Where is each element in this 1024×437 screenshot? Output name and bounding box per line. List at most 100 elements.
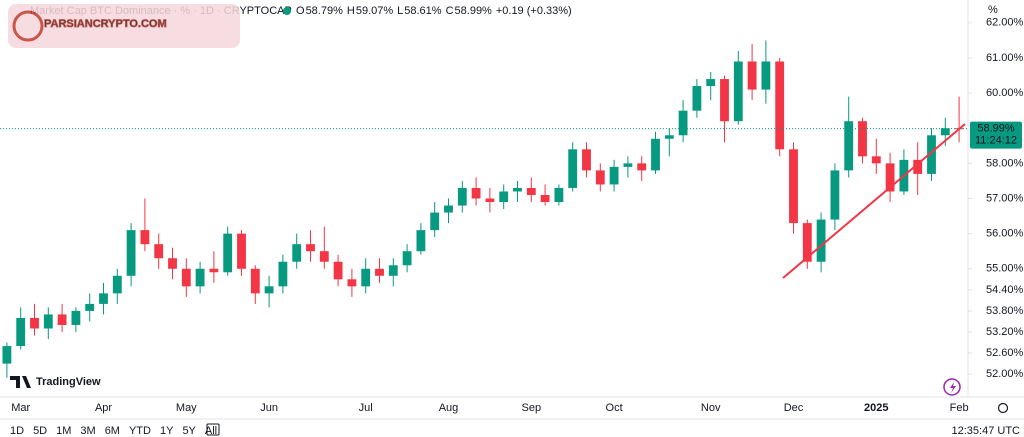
candle-body (554, 187, 564, 203)
candle-body (471, 187, 481, 199)
candle-body (85, 303, 95, 311)
candle-body (871, 156, 881, 164)
countdown: 11:24:12 (975, 134, 1017, 146)
candle-body (388, 265, 398, 276)
y-tick-label: 54.40% (986, 284, 1024, 296)
settings-icon[interactable] (997, 402, 1009, 414)
ohlc-key: L (397, 5, 403, 17)
candle-body (651, 138, 660, 171)
candle-body (747, 61, 757, 90)
x-tick-label: Jun (260, 402, 278, 414)
candle-body (333, 261, 343, 280)
candle-body (57, 314, 67, 325)
y-tick-label: 55.00% (986, 263, 1024, 275)
range-button[interactable]: 1D (10, 425, 24, 437)
range-button[interactable]: 1Y (160, 425, 174, 437)
candle-body (30, 317, 39, 329)
candle-body (209, 268, 219, 273)
last-price-label: 58.99% (977, 122, 1015, 134)
candle-body (609, 166, 619, 185)
brand-name: TradingView (36, 376, 101, 388)
last-price-box (970, 121, 1022, 149)
y-tick-label: 53.20% (986, 326, 1024, 338)
watermark: PARSIANCRYPTO.COM (8, 4, 240, 48)
range-button[interactable]: 5D (33, 425, 47, 437)
ohlc-key: C (446, 5, 454, 17)
x-tick-label: Sep (522, 402, 542, 414)
x-tick-label: Feb (950, 402, 969, 414)
candle-body (637, 163, 647, 171)
candle-body (678, 110, 688, 136)
ohlc-value: 58.79% (306, 5, 344, 17)
axis-unit: % (988, 4, 998, 16)
watermark-text: PARSIANCRYPTO.COM (44, 18, 167, 30)
candles (2, 40, 964, 378)
x-tick-label: Oct (606, 402, 623, 414)
candle-body (16, 317, 26, 347)
candle-body (2, 346, 12, 364)
candle-body (223, 233, 233, 273)
candle-body (126, 230, 136, 276)
candle-body (858, 121, 867, 157)
candle-body (112, 275, 122, 294)
range-button[interactable]: 6M (105, 425, 120, 437)
watermark-logo (12, 10, 44, 42)
candle-body (706, 79, 716, 87)
candle-body (264, 286, 274, 294)
range-button[interactable]: YTD (129, 425, 151, 437)
x-tick-label: 2025 (864, 402, 888, 414)
candle-body (457, 187, 467, 206)
x-tick-label: Jul (359, 402, 373, 414)
candle-body (195, 268, 205, 287)
candle-body (292, 244, 302, 262)
candle-body (278, 261, 288, 287)
y-tick-label: 56.00% (986, 228, 1024, 240)
candle-body (140, 230, 150, 245)
ohlc-value: 59.07% (356, 5, 394, 17)
trendline[interactable] (782, 123, 966, 279)
candle-body (444, 205, 453, 213)
x-tick-label: Mar (11, 402, 30, 414)
candle-body (526, 187, 536, 195)
ohlc: O 58.79% H 59.07% L 58.61% C 58.99% +0.19 (+0.33… (296, 5, 572, 17)
candle-body (664, 135, 674, 139)
x-tick-label: Apr (95, 402, 112, 414)
brand-logo (10, 376, 31, 388)
y-tick-label: 58.00% (986, 157, 1024, 169)
candle-body (168, 258, 177, 269)
alert-bolt (950, 382, 956, 393)
candle-body (844, 121, 854, 171)
candle-body (761, 61, 771, 90)
clock[interactable]: 12:35:47 UTC (952, 425, 1021, 437)
date-range-icon[interactable] (206, 423, 220, 436)
candle-body (99, 293, 108, 304)
candle-body (430, 212, 440, 231)
candle-body (885, 163, 895, 192)
range-button[interactable]: 5Y (182, 425, 196, 437)
range-button[interactable]: All (205, 425, 217, 437)
candle-body (568, 149, 578, 188)
candle-body (154, 244, 164, 259)
candle-body (540, 194, 550, 203)
candle-body (830, 170, 840, 220)
range-button[interactable]: 3M (80, 425, 95, 437)
x-tick-label: Aug (439, 402, 459, 414)
candle-body (913, 159, 923, 174)
ohlc-key: O (296, 5, 305, 17)
range-button[interactable]: 1M (56, 425, 71, 437)
candle-body (582, 149, 591, 171)
candle-body (306, 244, 315, 252)
candle-body (595, 170, 605, 185)
candle-body (733, 61, 743, 122)
candle-body (416, 230, 426, 252)
y-tick-label: 52.60% (986, 347, 1024, 359)
x-tick-label: May (176, 402, 197, 414)
candle-body (499, 191, 509, 203)
candle-body (347, 279, 357, 287)
candle-body (692, 86, 702, 111)
alert-icon[interactable] (943, 378, 961, 396)
candle-body (402, 251, 412, 266)
y-tick-label: 53.80% (986, 305, 1024, 317)
x-tick-label: Dec (784, 402, 804, 414)
y-tick-label: 61.00% (986, 52, 1024, 64)
